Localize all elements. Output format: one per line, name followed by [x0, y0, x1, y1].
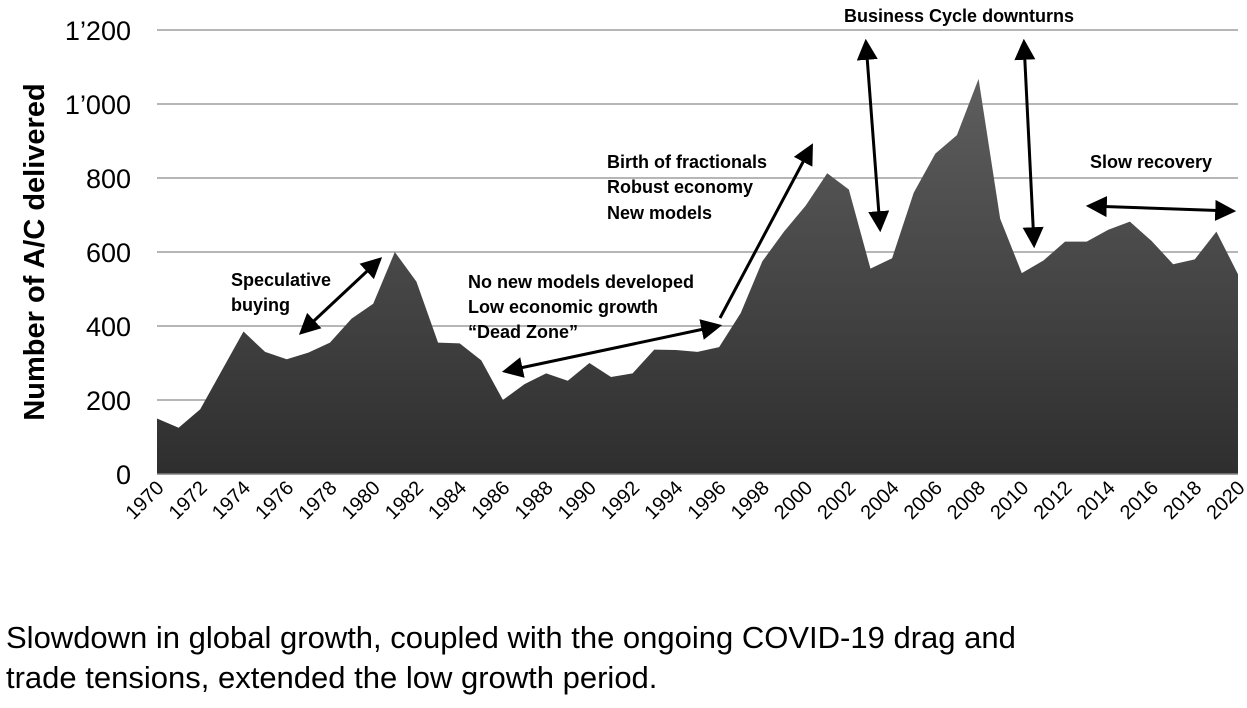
y-axis-label: Number of A/C delivered	[19, 83, 51, 420]
caption-line-2: trade tensions, extended the low growth …	[6, 660, 658, 695]
x-tick-label: 1986	[467, 477, 514, 524]
annotation-birth-of-fractionals: Birth of fractionals Robust economy New …	[607, 152, 772, 223]
arrow-slow-recovery	[1085, 196, 1237, 221]
annotation-dead-zone: No new models developed Low economic gro…	[468, 272, 699, 342]
x-tick-label: 2010	[986, 477, 1033, 524]
caption: Slowdown in global growth, coupled with …	[6, 618, 1246, 698]
x-tick-label: 1990	[554, 477, 601, 524]
arrow-business-cycle-2010	[1014, 38, 1044, 249]
annotation-slow-recovery: Slow recovery	[1090, 152, 1212, 172]
x-tick-label: 1994	[640, 477, 687, 524]
x-tick-label: 1972	[165, 477, 212, 524]
y-axis-ticks: 0 200 400 600 800 1’000 1’200	[65, 16, 131, 490]
y-tick-label: 1’000	[65, 90, 131, 120]
arrow-speculative-buying	[298, 257, 383, 335]
y-tick-label: 600	[86, 238, 131, 268]
x-tick-label: 2002	[813, 477, 860, 524]
x-tick-label: 1974	[208, 477, 255, 524]
x-tick-label: 2004	[857, 477, 904, 524]
x-tick-label: 2020	[1203, 477, 1247, 524]
x-tick-label: 1980	[338, 477, 385, 524]
annotation-speculative-buying: Speculative buying	[231, 270, 336, 315]
x-tick-label: 2016	[1116, 477, 1163, 524]
x-tick-label: 1988	[511, 477, 558, 524]
y-tick-label: 0	[116, 460, 131, 490]
x-tick-label: 2008	[943, 477, 990, 524]
x-tick-label: 2014	[1073, 477, 1120, 524]
x-tick-label: 1992	[597, 477, 644, 524]
x-tick-label: 2000	[770, 477, 817, 524]
y-tick-label: 400	[86, 312, 131, 342]
annotation-business-cycle-downturns: Business Cycle downturns	[844, 6, 1074, 26]
y-tick-label: 1’200	[65, 16, 131, 46]
x-tick-label: 1998	[727, 477, 774, 524]
y-tick-label: 200	[86, 386, 131, 416]
x-tick-label: 1996	[684, 477, 731, 524]
caption-line-1: Slowdown in global growth, coupled with …	[6, 620, 1016, 655]
x-tick-label: 1976	[251, 477, 298, 524]
area-series	[157, 78, 1238, 475]
annotation-arrows	[298, 38, 1237, 378]
x-tick-label: 2018	[1159, 477, 1206, 524]
arrow-birth-of-fractionals	[718, 143, 813, 319]
x-tick-label: 1982	[381, 477, 428, 524]
chart: 0 200 400 600 800 1’000 1’200 1970197219741976…	[19, 6, 1247, 524]
y-tick-label: 800	[86, 164, 131, 194]
arrow-dead-zone	[501, 319, 723, 378]
arrow-business-cycle-2003	[856, 38, 890, 233]
x-tick-label: 1984	[424, 477, 471, 524]
area-fill	[157, 78, 1238, 474]
x-axis-ticks: 1970197219741976197819801982198419861988…	[122, 477, 1247, 524]
x-tick-label: 2012	[1030, 477, 1077, 524]
x-tick-label: 2006	[900, 477, 947, 524]
x-tick-label: 1978	[294, 477, 341, 524]
